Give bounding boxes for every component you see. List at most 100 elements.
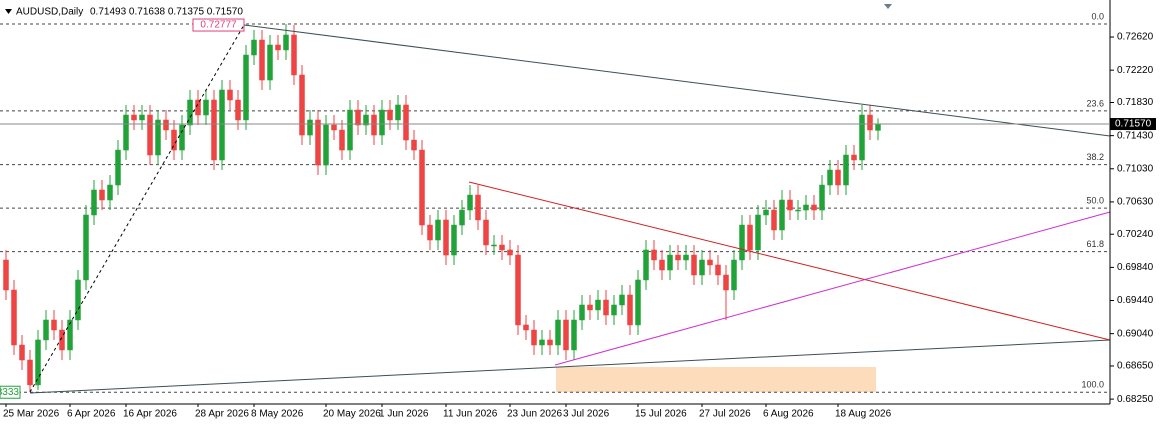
x-tick-label: 25 Mar 2026 — [3, 409, 60, 420]
candle-body — [99, 189, 105, 201]
candle-body — [11, 289, 17, 346]
candle-body — [691, 254, 697, 276]
candle-body — [731, 259, 737, 291]
y-tick-label: 0.69040 — [1117, 328, 1154, 339]
candle-body — [435, 219, 441, 241]
candle-body — [363, 114, 369, 126]
candle-body — [747, 224, 753, 251]
candle-body — [555, 319, 561, 346]
candle-body — [859, 114, 865, 161]
candle-body — [787, 199, 793, 211]
candle-body — [203, 99, 209, 116]
bid-box — [1110, 118, 1156, 131]
candle-body — [411, 139, 417, 151]
x-tick-label: 18 Aug 2026 — [835, 409, 892, 420]
candle-body — [59, 329, 65, 351]
candle-body — [227, 89, 233, 101]
x-tick-label: 11 Jun 2026 — [443, 409, 498, 420]
candle-body — [755, 214, 761, 251]
y-tick-label: 0.72620 — [1117, 32, 1154, 43]
candle-body — [571, 319, 577, 351]
x-tick-label: 6 Aug 2026 — [763, 409, 814, 420]
candle-body — [803, 204, 809, 211]
candle-body — [451, 224, 457, 256]
candle-body — [491, 244, 497, 247]
fib-low-box — [0, 385, 21, 399]
x-tick-label: 27 Jul 2026 — [699, 409, 751, 420]
candle-body — [547, 339, 553, 346]
fib-level-label: 23.6 — [1086, 98, 1104, 108]
candle-body — [323, 124, 329, 166]
fib-baseline — [29, 24, 245, 393]
candle-body — [627, 294, 633, 326]
candle-body — [699, 259, 705, 276]
candle-body — [667, 254, 673, 271]
menu-arrow — [5, 9, 12, 14]
y-tick-label: 0.70240 — [1117, 229, 1154, 240]
candle-body — [91, 189, 97, 216]
candle-body — [195, 99, 201, 116]
fibonacci: 0.0 23.6 38.2 50.0 61.8 100.0 0.72777 0.68333 — [0, 11, 1110, 399]
candle-body — [507, 249, 513, 256]
ohlc-text: 0.71493 0.71638 0.71375 0.71570 — [90, 7, 243, 18]
candle-body — [387, 109, 393, 121]
candle-body — [611, 304, 617, 316]
candle-body — [827, 169, 833, 186]
candle-body — [715, 264, 721, 276]
fib-level-label: 61.8 — [1086, 239, 1104, 249]
candle-body — [467, 194, 473, 211]
candle-body — [739, 224, 745, 261]
x-tick-label: 16 Apr 2026 — [123, 409, 177, 420]
candle-body — [811, 204, 817, 211]
zone-rectangle — [556, 367, 876, 392]
candle-body — [619, 294, 625, 306]
candle-body — [707, 259, 713, 266]
y-tick-label: 0.69840 — [1117, 262, 1154, 273]
candle-body — [267, 44, 273, 81]
fib-level-label: 0.0 — [1091, 11, 1104, 21]
candle-body — [403, 104, 409, 141]
candle-body — [315, 119, 321, 166]
candles — [3, 24, 881, 393]
candle-body — [171, 129, 177, 151]
x-tick-label: 15 Jul 2026 — [635, 409, 687, 420]
chart-title: AUDUSD,Daily — [16, 7, 83, 18]
candle-body — [395, 104, 401, 121]
candle-body — [843, 154, 849, 186]
candle-body — [75, 279, 81, 321]
candle-body — [155, 119, 161, 156]
candle-body — [51, 319, 57, 331]
candle-body — [371, 114, 377, 136]
candle-body — [3, 259, 9, 291]
candle-body — [723, 274, 729, 291]
candle-body — [819, 184, 825, 211]
candle-body — [243, 54, 249, 121]
candle-body — [875, 123, 881, 131]
candle-body — [235, 99, 241, 121]
candle-body — [339, 129, 345, 151]
candle-body — [147, 114, 153, 156]
candle-body — [675, 254, 681, 261]
drawings — [29, 24, 1111, 394]
candle-body — [115, 149, 121, 186]
y-tick-label: 0.69440 — [1117, 295, 1154, 306]
x-tick-label: 20 May 2026 — [323, 409, 381, 420]
trend-line — [243, 24, 1111, 137]
candle-body — [347, 109, 353, 151]
candle-body — [187, 99, 193, 126]
candle-body — [35, 339, 41, 386]
candle-body — [211, 99, 217, 161]
candle-body — [283, 34, 289, 51]
candle-body — [67, 319, 73, 351]
candle-body — [83, 214, 89, 281]
candle-body — [595, 299, 601, 311]
candle-body — [251, 39, 257, 56]
x-tick-label: 3 Jul 2026 — [563, 409, 610, 420]
candle-body — [763, 209, 769, 216]
candle-body — [659, 259, 665, 271]
x-tick-label: 23 Jun 2026 — [507, 409, 562, 420]
candle-body — [219, 89, 225, 161]
candle-body — [643, 249, 649, 281]
